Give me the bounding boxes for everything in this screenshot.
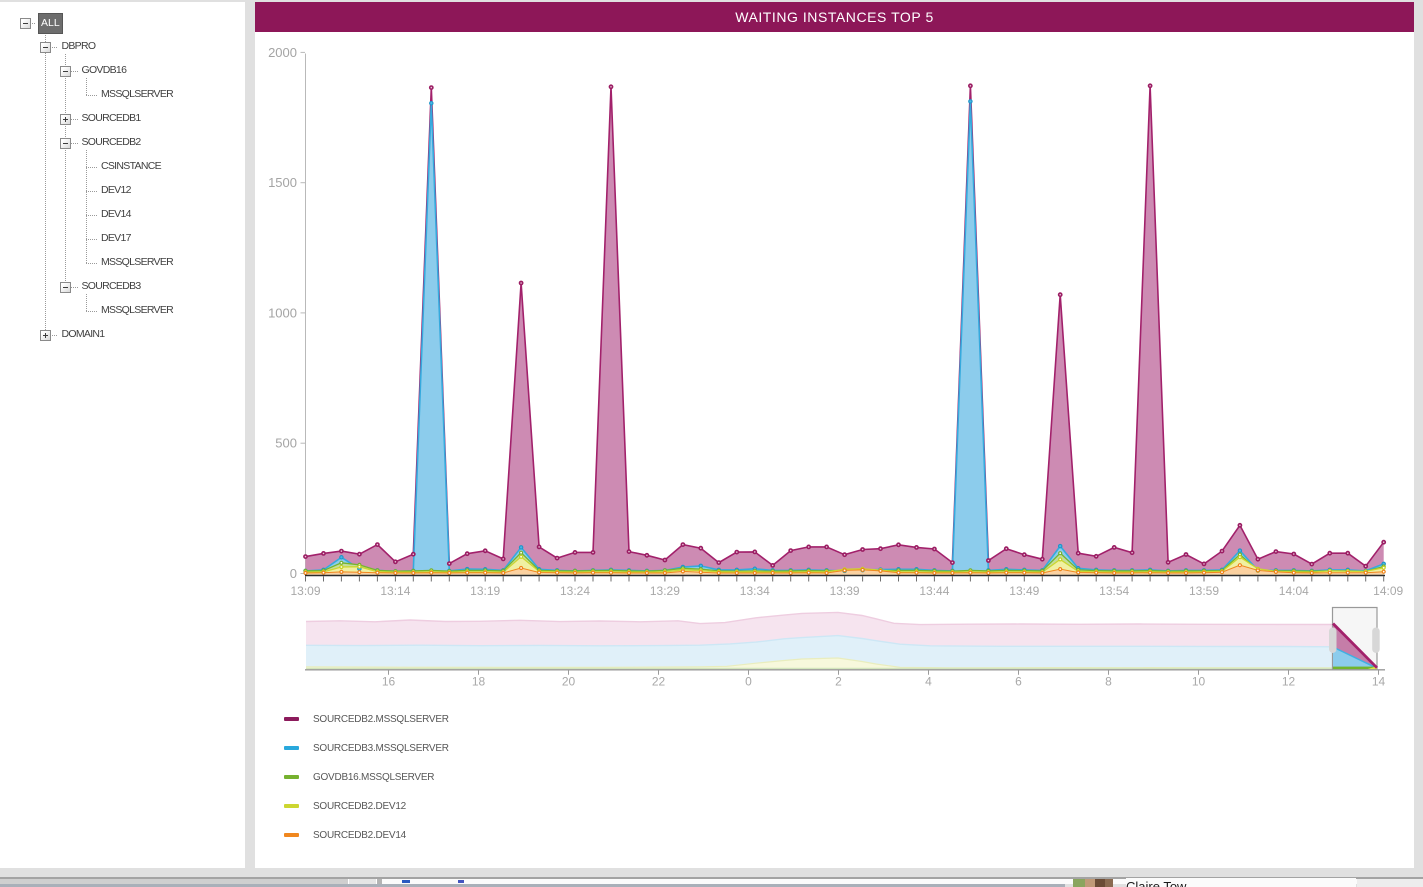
svg-text:2: 2 bbox=[835, 675, 842, 689]
svg-text:500: 500 bbox=[275, 436, 297, 451]
svg-text:18: 18 bbox=[472, 675, 486, 689]
svg-text:13:44: 13:44 bbox=[919, 584, 949, 598]
svg-text:12: 12 bbox=[1282, 675, 1296, 689]
svg-text:14:09: 14:09 bbox=[1373, 584, 1403, 598]
svg-text:16: 16 bbox=[382, 675, 396, 689]
svg-text:13:59: 13:59 bbox=[1189, 584, 1219, 598]
svg-text:13:09: 13:09 bbox=[290, 584, 320, 598]
svg-text:13:49: 13:49 bbox=[1009, 584, 1039, 598]
svg-text:13:14: 13:14 bbox=[380, 584, 410, 598]
svg-text:0: 0 bbox=[290, 566, 297, 581]
svg-text:22: 22 bbox=[652, 675, 666, 689]
svg-text:6: 6 bbox=[1015, 675, 1022, 689]
svg-text:13:34: 13:34 bbox=[740, 584, 770, 598]
svg-text:4: 4 bbox=[925, 675, 932, 689]
svg-text:1500: 1500 bbox=[268, 175, 297, 190]
svg-text:20: 20 bbox=[562, 675, 576, 689]
svg-text:13:29: 13:29 bbox=[650, 584, 680, 598]
svg-text:2000: 2000 bbox=[268, 45, 297, 60]
svg-text:1000: 1000 bbox=[268, 305, 297, 320]
svg-text:13:24: 13:24 bbox=[560, 584, 590, 598]
svg-text:10: 10 bbox=[1192, 675, 1206, 689]
svg-text:8: 8 bbox=[1105, 675, 1112, 689]
svg-text:14:04: 14:04 bbox=[1279, 584, 1309, 598]
svg-text:14: 14 bbox=[1372, 675, 1386, 689]
svg-text:13:39: 13:39 bbox=[830, 584, 860, 598]
svg-text:0: 0 bbox=[745, 675, 752, 689]
svg-text:13:19: 13:19 bbox=[470, 584, 500, 598]
svg-text:13:54: 13:54 bbox=[1099, 584, 1129, 598]
